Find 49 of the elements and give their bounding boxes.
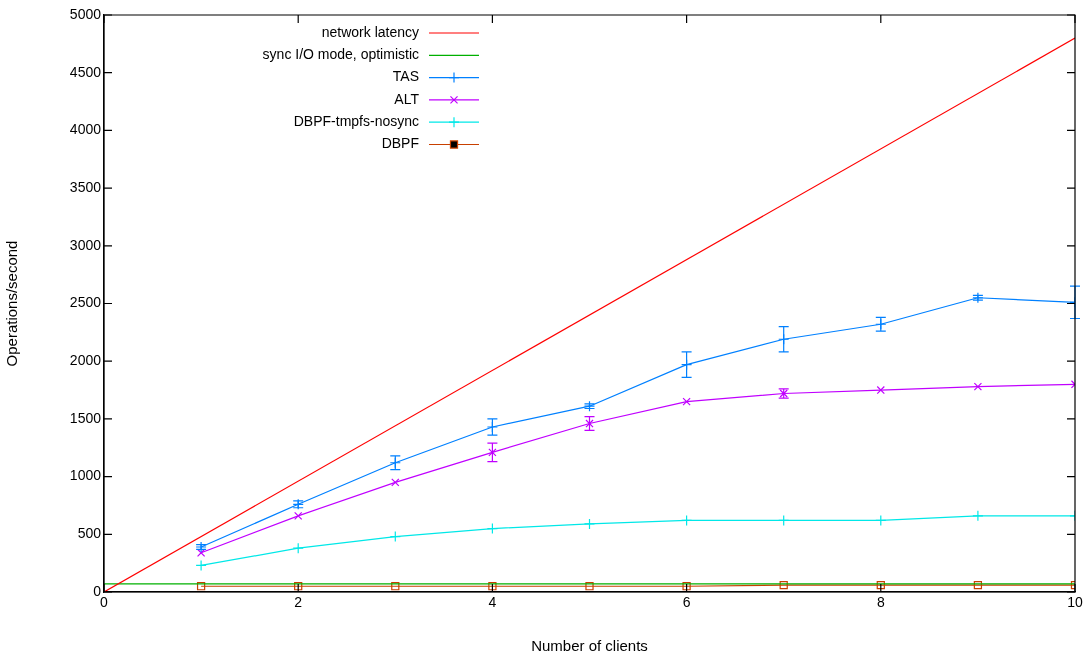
y-tick-label: 3000 xyxy=(69,236,102,253)
point xyxy=(294,511,303,520)
legend-label: TAS xyxy=(392,68,419,85)
y-tick-label: 5000 xyxy=(69,5,102,22)
y-tick-label: 4500 xyxy=(69,63,102,80)
point xyxy=(875,514,887,527)
point xyxy=(486,522,498,535)
point xyxy=(876,385,885,395)
x-axis-title: Number of clients xyxy=(531,637,648,655)
x-tick-label: 6 xyxy=(682,594,691,611)
y-tick-label: 1500 xyxy=(69,409,102,426)
x-tick-label: 8 xyxy=(876,594,885,611)
legend-label: network latency xyxy=(321,23,419,40)
point xyxy=(973,580,983,590)
point xyxy=(391,582,400,591)
legend-label: DBPF-tmpfs-nosync xyxy=(293,113,419,130)
y-tick-label: 500 xyxy=(77,525,102,542)
legend-label: ALT xyxy=(394,90,420,107)
point xyxy=(973,382,983,391)
point xyxy=(294,582,303,591)
point xyxy=(585,582,594,591)
y-tick-label: 0 xyxy=(93,582,102,599)
point xyxy=(391,478,400,487)
point xyxy=(583,518,596,530)
legend-label: DBPF xyxy=(381,135,419,152)
point xyxy=(389,531,401,543)
point xyxy=(292,542,304,554)
point xyxy=(196,582,206,591)
y-axis-title: Operations/second xyxy=(3,240,21,367)
y-tick-label: 2500 xyxy=(69,294,102,311)
point xyxy=(196,548,206,557)
x-tick-label: 4 xyxy=(488,594,497,611)
y-tick-label: 1000 xyxy=(69,467,102,484)
y-tick-label: 4000 xyxy=(69,121,102,138)
point xyxy=(488,448,497,457)
x-tick-label: 2 xyxy=(294,594,303,611)
point xyxy=(682,582,691,591)
point xyxy=(195,559,207,572)
point xyxy=(972,510,984,522)
y-tick-label: 2000 xyxy=(69,352,102,369)
legend-label: sync I/O mode, optimistic xyxy=(262,46,419,63)
point xyxy=(778,514,790,527)
point xyxy=(779,580,788,590)
point xyxy=(682,397,691,406)
point xyxy=(488,582,497,591)
y-tick-label: 3500 xyxy=(69,178,102,195)
point xyxy=(681,514,693,527)
point xyxy=(876,580,885,590)
x-tick-label: 10 xyxy=(1067,594,1083,611)
